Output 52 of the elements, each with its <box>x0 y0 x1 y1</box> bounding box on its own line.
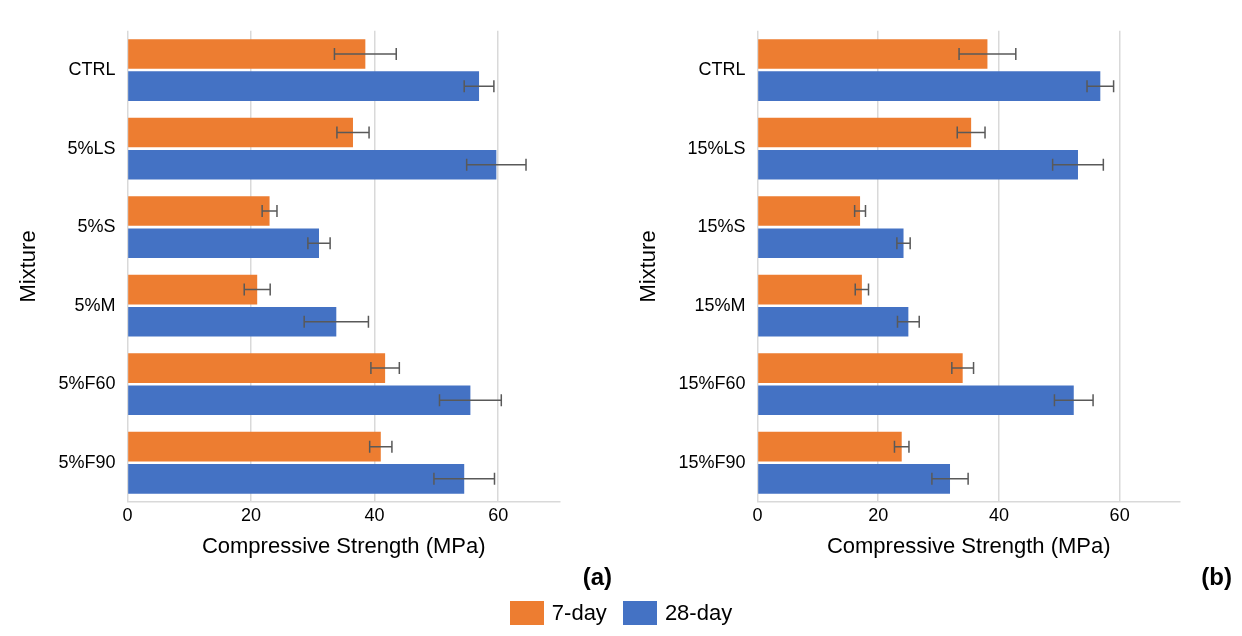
legend-label: 28-day <box>664 600 733 626</box>
y-tick-label: CTRL <box>698 59 746 80</box>
bar <box>758 353 963 383</box>
y-axis-title: Mixture <box>15 230 41 303</box>
x-tick-label: 60 <box>1109 504 1130 525</box>
y-tick-label: 15%F60 <box>678 373 746 394</box>
x-tick-label: 20 <box>868 504 889 525</box>
y-tick-label: 5%M <box>74 294 116 315</box>
bar <box>128 196 270 226</box>
bar <box>128 274 258 305</box>
y-tick-label: 5%F60 <box>58 373 116 394</box>
bar <box>128 464 465 494</box>
y-tick-label: 5%LS <box>67 137 116 158</box>
bar <box>758 39 988 69</box>
bar <box>128 306 337 337</box>
x-tick-label: 40 <box>364 504 385 525</box>
y-tick-label: 5%F90 <box>58 451 116 472</box>
bar <box>128 353 386 383</box>
bar <box>128 71 480 101</box>
text: (a) <box>582 562 612 590</box>
y-tick-label: 15%S <box>697 216 746 237</box>
y-tick-label: CTRL <box>68 59 116 80</box>
bar <box>758 464 951 494</box>
bar <box>758 117 972 148</box>
text: (b) <box>1201 562 1232 590</box>
bar <box>128 39 366 69</box>
bar <box>758 306 909 337</box>
bar <box>758 196 861 226</box>
x-axis-title: Compressive Strength (MPa) <box>826 532 1111 558</box>
bar <box>758 274 862 305</box>
y-axis-title: Mixture <box>635 230 661 303</box>
bar <box>128 117 353 148</box>
x-tick-label: 20 <box>241 504 262 525</box>
bar <box>128 228 319 259</box>
y-tick-label: 15%F90 <box>678 451 746 472</box>
bar <box>758 228 904 259</box>
x-axis-title: Compressive Strength (MPa) <box>201 532 486 558</box>
bar <box>128 385 471 416</box>
y-tick-label: 5%S <box>77 216 116 237</box>
legend-label: 7-day <box>551 600 607 626</box>
bar <box>758 385 1074 416</box>
x-tick-label: 0 <box>752 504 763 525</box>
bar <box>758 431 902 462</box>
bar <box>758 71 1101 101</box>
x-tick-label: 0 <box>122 504 133 525</box>
y-tick-label: 15%M <box>694 294 746 315</box>
bar <box>128 149 497 180</box>
x-tick-label: 60 <box>488 504 509 525</box>
y-tick-label: 15%LS <box>687 137 746 158</box>
bar <box>128 431 381 462</box>
bar <box>758 149 1078 180</box>
x-tick-label: 40 <box>988 504 1009 525</box>
